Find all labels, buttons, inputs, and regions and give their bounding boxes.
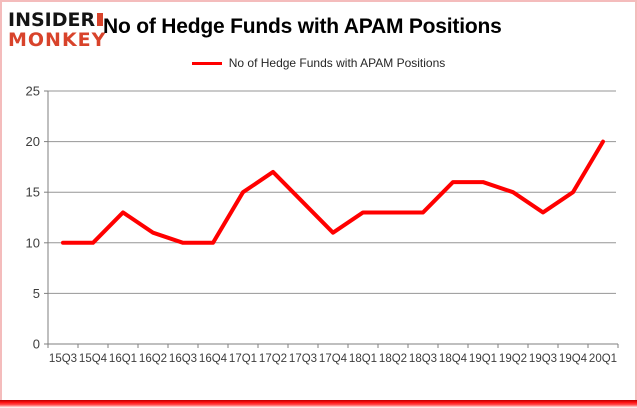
x-axis-label: 17Q1 <box>229 353 257 365</box>
x-axis-label: 20Q1 <box>589 353 617 365</box>
x-axis-label: 16Q4 <box>199 353 228 365</box>
y-axis-label: 25 <box>26 84 40 99</box>
frame-border-top <box>0 0 637 2</box>
x-axis-label: 17Q3 <box>289 353 317 365</box>
y-axis-label: 20 <box>26 134 40 149</box>
x-axis-label: 17Q4 <box>319 353 348 365</box>
x-axis-label: 16Q1 <box>109 353 137 365</box>
y-axis-label: 5 <box>33 286 40 301</box>
frame-border-left <box>0 0 2 408</box>
x-axis-label: 17Q2 <box>259 353 287 365</box>
x-axis-label: 19Q1 <box>469 353 497 365</box>
x-axis-label: 15Q4 <box>79 353 108 365</box>
x-axis-label: 19Q4 <box>559 353 588 365</box>
legend-label: No of Hedge Funds with APAM Positions <box>228 56 446 70</box>
x-axis-label: 16Q2 <box>139 353 167 365</box>
y-axis-label: 0 <box>33 337 40 352</box>
x-axis-label: 15Q3 <box>49 353 77 365</box>
y-axis-label: 10 <box>26 235 40 250</box>
legend-line-swatch <box>191 61 222 65</box>
x-axis-label: 19Q2 <box>499 353 527 365</box>
legend: No of Hedge Funds with APAM Positions <box>0 55 637 71</box>
x-axis-label: 18Q2 <box>379 353 407 365</box>
logo-text-monkey: MONKEY <box>8 29 107 51</box>
insider-monkey-logo: INSIDER MONKEY <box>8 11 106 50</box>
x-axis-label: 18Q1 <box>349 353 377 365</box>
frame-border-bottom <box>0 400 637 408</box>
x-axis-label: 16Q3 <box>169 353 197 365</box>
monkey-icon <box>97 13 104 26</box>
logo-text-insider: INSIDER <box>8 9 96 31</box>
series-line <box>61 139 605 245</box>
frame-border-right <box>635 0 637 408</box>
chart-title: No of Hedge Funds with APAM Positions <box>103 15 502 38</box>
x-axis-label: 18Q3 <box>409 353 437 365</box>
x-axis-label: 18Q4 <box>439 353 468 365</box>
x-axis-label: 19Q3 <box>529 353 557 365</box>
y-axis-label: 15 <box>26 185 40 200</box>
